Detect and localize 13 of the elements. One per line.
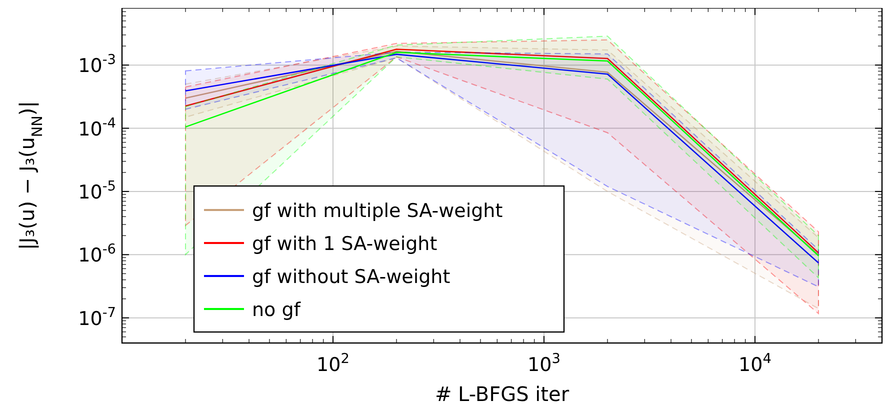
x-tick-label: 10$^{2}$: [316, 351, 350, 376]
x-tick-label: 10$^{3}$: [528, 351, 560, 376]
y-tick-label: 10$^{-4}$: [78, 115, 116, 140]
y-tick-label: 10$^{-7}$: [78, 304, 116, 330]
legend-label: gf without SA-weight: [252, 266, 450, 288]
legend-label: gf with 1 SA-weight: [252, 233, 438, 255]
legend-label: no gf: [252, 299, 302, 321]
legend-label: gf with multiple SA-weight: [252, 200, 503, 222]
y-tick-label: 10$^{-6}$: [78, 242, 116, 267]
y-tick-label: 10$^{-3}$: [78, 52, 116, 78]
x-tick-label: 10$^{4}$: [738, 351, 772, 376]
x-axis-title: # L-BFGS iter: [434, 382, 570, 406]
y-tick-label: 10$^{-5}$: [78, 178, 116, 204]
